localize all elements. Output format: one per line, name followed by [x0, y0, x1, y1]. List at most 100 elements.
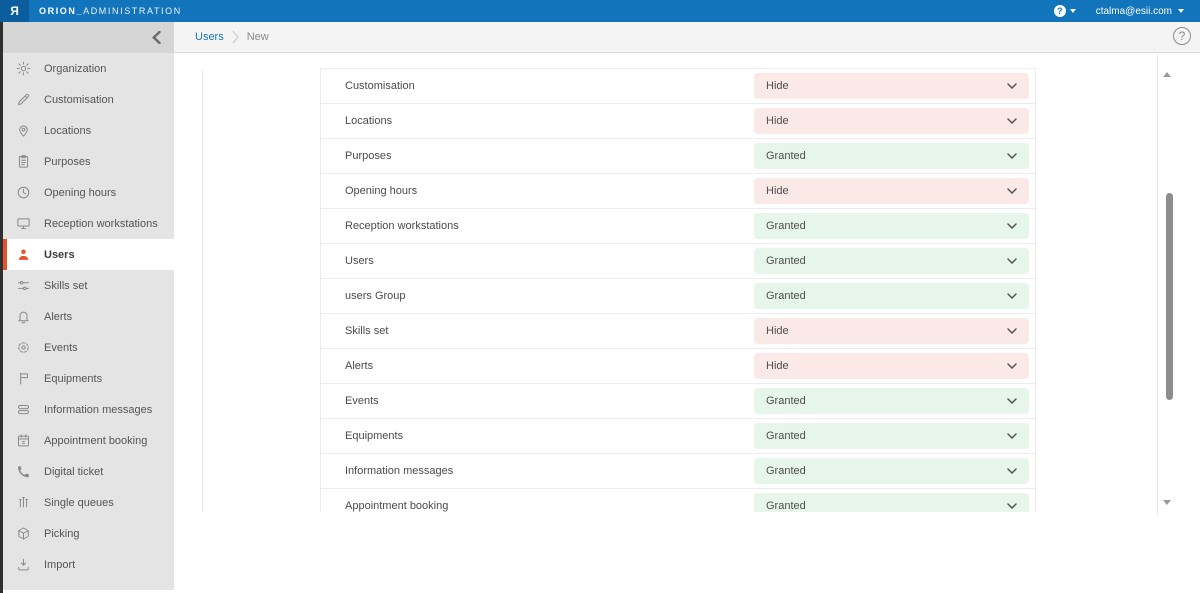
permission-select-value: Hide	[766, 115, 789, 127]
sidebar-item-digital-ticket[interactable]: Digital ticket	[3, 456, 174, 487]
permission-row-opening-hours: Opening hours Hide	[321, 174, 1035, 209]
permission-label: Users	[345, 255, 374, 267]
permission-row-locations: Locations Hide	[321, 104, 1035, 139]
permission-select-users[interactable]: Granted	[754, 248, 1029, 274]
permission-select-value: Granted	[766, 430, 806, 442]
sidebar-item-label: Skills set	[44, 279, 88, 292]
permission-row-equipments: Equipments Granted	[321, 419, 1035, 454]
chevron-down-icon	[1007, 83, 1017, 89]
breadcrumb-current-new: New	[246, 31, 269, 43]
scrollbar-up-arrow[interactable]	[1163, 72, 1171, 77]
permission-select-value: Hide	[766, 80, 789, 92]
chevron-down-icon	[1007, 468, 1017, 474]
sidebar-item-import[interactable]: Import	[3, 549, 174, 580]
permission-row-events: Events Granted	[321, 384, 1035, 419]
permission-select-value: Granted	[766, 500, 806, 512]
sidebar-item-locations[interactable]: Locations	[3, 115, 174, 146]
permission-select-value: Granted	[766, 255, 806, 267]
sidebar-item-label: Users	[44, 248, 75, 261]
permission-select-equipments[interactable]: Granted	[754, 423, 1029, 449]
top-bar: Я ORION_ADMINISTRATION ? ctalma@esii.com	[0, 0, 1200, 22]
breadcrumb: Users New ?	[174, 22, 1200, 53]
sidebar-item-label: Reception workstations	[44, 217, 158, 230]
permission-label: Information messages	[345, 465, 454, 477]
help-menu[interactable]: ?	[1053, 5, 1076, 17]
permission-row-alerts: Alerts Hide	[321, 349, 1035, 384]
sidebar-item-label: Purposes	[44, 155, 91, 168]
sidebar-item-organization[interactable]: Organization	[3, 53, 174, 84]
chevron-down-icon	[1007, 328, 1017, 334]
gear-dashed-icon	[16, 340, 31, 355]
pen-icon	[16, 92, 31, 107]
gear-icon	[16, 61, 31, 76]
sidebar-item-reception-workstations[interactable]: Reception workstations	[3, 208, 174, 239]
permission-row-customisation: Customisation Hide	[321, 69, 1035, 104]
permission-select-value: Granted	[766, 220, 806, 232]
chevron-down-icon	[1007, 433, 1017, 439]
sidebar-item-label: Digital ticket	[44, 465, 104, 478]
app-title: ORION_ADMINISTRATION	[39, 6, 182, 16]
permission-select-users-group[interactable]: Granted	[754, 283, 1029, 309]
permission-select-opening-hours[interactable]: Hide	[754, 178, 1029, 204]
sidebar-item-information-messages[interactable]: Information messages	[3, 394, 174, 425]
permission-select-events[interactable]: Granted	[754, 388, 1029, 414]
clock-icon	[16, 185, 31, 200]
permission-select-customisation[interactable]: Hide	[754, 73, 1029, 99]
scrollbar-thumb[interactable]	[1166, 193, 1173, 400]
sidebar-item-single-queues[interactable]: Single queues	[3, 487, 174, 518]
chevron-down-icon	[1007, 223, 1017, 229]
permission-select-value: Hide	[766, 360, 789, 372]
permission-label: Purposes	[345, 150, 392, 162]
sidebar-item-equipments[interactable]: Equipments	[3, 363, 174, 394]
logo-glyph: Я	[10, 4, 19, 18]
sidebar-item-label: Appointment booking	[44, 434, 148, 447]
user-menu[interactable]: ctalma@esii.com	[1096, 6, 1184, 17]
sidebar-item-picking[interactable]: Picking	[3, 518, 174, 549]
sidebar-item-alerts[interactable]: Alerts	[3, 301, 174, 332]
permission-select-alerts[interactable]: Hide	[754, 353, 1029, 379]
permission-row-users: Users Granted	[321, 244, 1035, 279]
permission-row-information-messages: Information messages Granted	[321, 454, 1035, 489]
scrollbar-down-arrow[interactable]	[1163, 500, 1171, 505]
permission-row-purposes: Purposes Granted	[321, 139, 1035, 174]
permission-select-information-messages[interactable]: Granted	[754, 458, 1029, 484]
sidebar-item-opening-hours[interactable]: Opening hours	[3, 177, 174, 208]
user-email: ctalma@esii.com	[1095, 5, 1172, 17]
permission-row-skills-set: Skills set Hide	[321, 314, 1035, 349]
page-help-button[interactable]: ?	[1173, 27, 1191, 45]
sidebar-item-label: Equipments	[44, 372, 103, 385]
chevron-down-icon	[1007, 188, 1017, 194]
bell-icon	[16, 309, 31, 324]
breadcrumb-link-users[interactable]: Users	[195, 31, 224, 43]
permission-select-locations[interactable]: Hide	[754, 108, 1029, 134]
app-title-primary: ORION_	[39, 6, 84, 16]
permission-select-skills-set[interactable]: Hide	[754, 318, 1029, 344]
sidebar-item-users[interactable]: Users	[3, 239, 174, 270]
top-bar-right: ? ctalma@esii.com	[1053, 5, 1200, 17]
help-circle-icon: ?	[1053, 5, 1066, 17]
permission-select-reception-workstations[interactable]: Granted	[754, 213, 1029, 239]
sidebar-item-skills-set[interactable]: Skills set	[3, 270, 174, 301]
permission-label: Appointment booking	[345, 500, 449, 512]
chevron-down-icon	[1007, 363, 1017, 369]
sidebar-header	[0, 22, 174, 53]
monitor-icon	[16, 216, 31, 231]
permission-row-appointment-booking: Appointment booking Granted	[321, 489, 1035, 512]
breadcrumb-separator-icon	[232, 30, 239, 44]
form-column-divider	[202, 70, 203, 512]
app-logo[interactable]: Я	[0, 0, 29, 22]
sidebar-item-label: Import	[44, 558, 76, 571]
sidebar-item-customisation[interactable]: Customisation	[3, 84, 174, 115]
sidebar-item-label: Organization	[44, 62, 107, 75]
permission-row-users-group: users Group Granted	[321, 279, 1035, 314]
permission-label: Events	[345, 395, 379, 407]
sidebar-item-events[interactable]: Events	[3, 332, 174, 363]
permission-select-appointment-booking[interactable]: Granted	[754, 493, 1029, 512]
collapse-sidebar-button[interactable]	[152, 31, 161, 44]
sidebar-item-appointment-booking[interactable]: Appointment booking	[3, 425, 174, 456]
permission-select-purposes[interactable]: Granted	[754, 143, 1029, 169]
sidebar-item-purposes[interactable]: Purposes	[3, 146, 174, 177]
sidebar-item-label: Opening hours	[44, 186, 117, 199]
permission-label: Opening hours	[345, 185, 418, 197]
sidebar-item-label: Customisation	[44, 93, 114, 106]
